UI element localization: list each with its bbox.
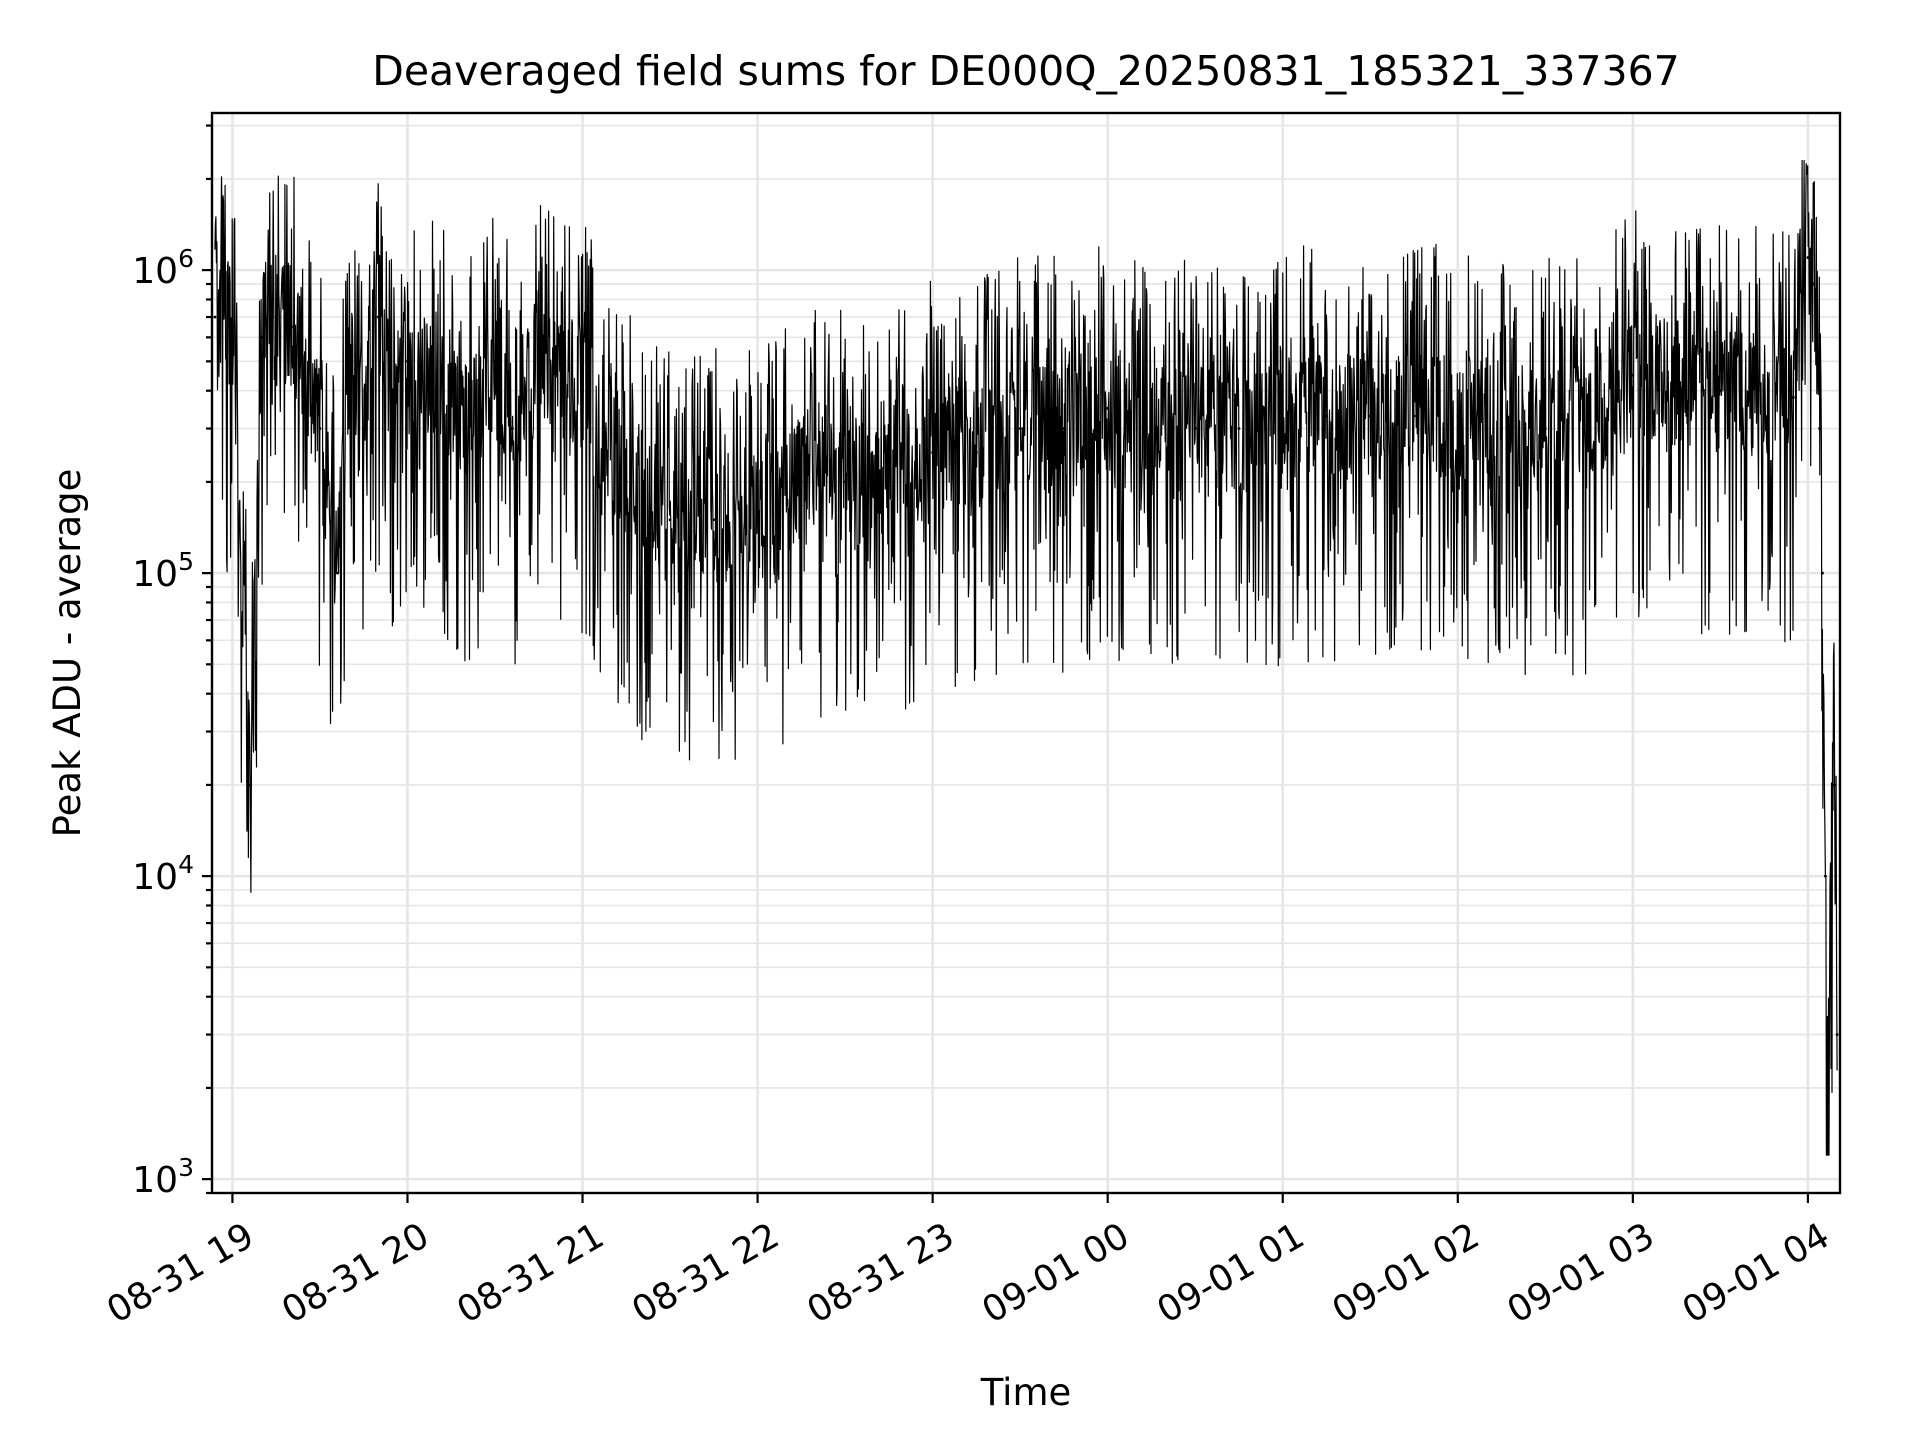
data-point [1018,427,1022,430]
data-point [1193,427,1197,430]
data-point [1824,874,1827,878]
data-point [248,783,252,787]
data-point [1718,389,1722,393]
data-point [1456,414,1460,418]
data-point [406,359,409,363]
data-point [712,518,716,522]
y-tick-label: 103 [132,1153,194,1201]
data-point [1325,414,1328,418]
plot-frame [210,111,1842,1195]
data-point [1675,382,1679,386]
data-point [1818,427,1821,430]
x-axis-label: Time [980,1371,1072,1414]
data-point [435,389,439,393]
y-tick-label: 105 [132,547,194,595]
data-point [1826,1057,1830,1060]
data-point [391,389,395,393]
data-point [336,571,339,575]
data-point [1829,874,1833,878]
data-point [799,480,803,484]
data-point [292,325,296,329]
data-point [1237,427,1241,430]
data-point [1835,1033,1839,1036]
data-point [1368,414,1372,418]
data-point [1812,282,1816,286]
data-point [231,325,234,329]
data-point [1631,373,1635,377]
y-axis: 103 104 105 106 [132,124,212,1201]
data-point [756,518,759,522]
data-point [1062,427,1066,430]
data-point [931,451,935,454]
data-point [975,451,978,454]
data-point [493,359,497,363]
data-point [464,427,468,430]
data-point [213,315,217,319]
data-point [1821,571,1824,575]
series-layer [213,159,1839,1156]
data-point [1281,418,1285,422]
data-point [668,518,672,522]
data-point [1832,783,1836,787]
data-point [347,359,351,363]
gridlines [212,113,1840,1194]
data-point [260,335,263,339]
data-point [318,427,322,430]
data-point [362,427,366,430]
data-point [1106,406,1110,410]
data-point [887,480,891,484]
data-point [581,389,584,393]
y-tick-label: 106 [132,244,194,292]
data-point [1806,256,1810,259]
data-point [1500,427,1503,430]
y-axis-label: Peak ADU - average [46,469,89,838]
chart-title: Deaveraged field sums for DE000Q_2025083… [372,47,1680,95]
data-point [1587,427,1591,430]
data-point [1543,427,1547,430]
data-point [274,315,278,319]
data-point [1412,414,1416,418]
data-point [376,315,380,319]
data-point [537,359,541,363]
data-point [1150,427,1153,430]
y-tick-label: 104 [132,850,194,898]
series-line [214,159,1838,1156]
data-point [511,427,514,430]
data-point [843,480,847,484]
data-point [624,480,628,484]
data-point [1791,396,1795,399]
data-point [1762,396,1766,399]
